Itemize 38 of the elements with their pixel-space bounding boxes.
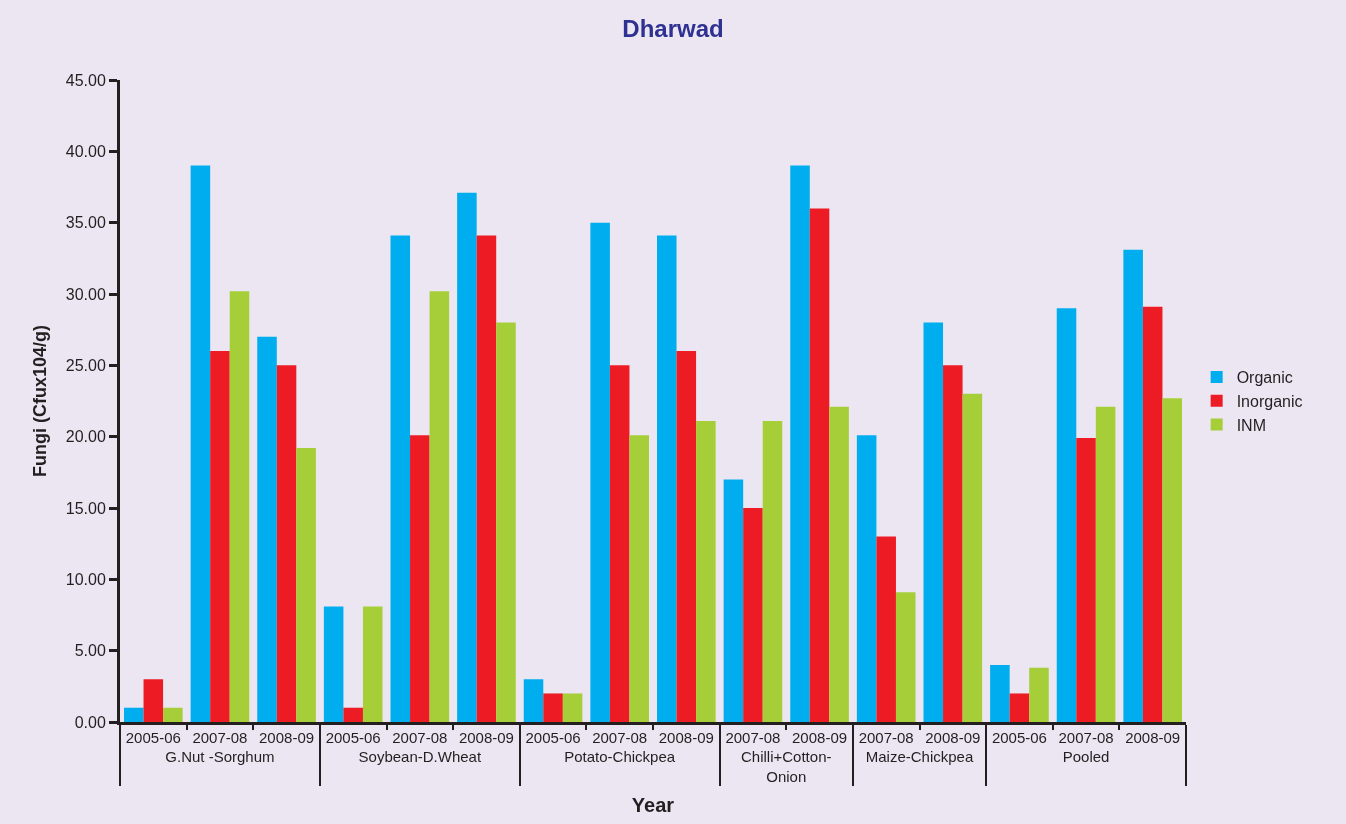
category-label: 2007-08 [858,729,914,746]
category-label: 2005-06 [991,729,1047,746]
category-label: Chilli+Cotton- Onion [741,748,832,785]
category-label: 2007-08 [192,729,248,746]
category-label: Soybean-D.Wheat [358,748,482,765]
legend-label: Inorganic [1236,392,1303,410]
category-label: 2008-09 [1125,729,1181,746]
category-label: Potato-Chickpea [564,748,676,765]
category-label: 2005-06 [125,729,181,746]
legend-label: Organic [1236,369,1293,387]
category-label: 2007-08 [392,729,448,746]
category-label: G.Nut -Sorghum [165,748,275,765]
y-tick-label: 10.00 [65,570,106,588]
x-axis-title: Year [631,794,675,816]
y-tick-label: 15.00 [65,499,106,517]
y-tick-label: 40.00 [65,142,106,160]
category-label: 2008-09 [658,729,714,746]
category-label: 2008-09 [792,729,848,746]
category-label: 2008-09 [259,729,315,746]
chart-title: Dharwad [622,15,724,43]
legend-label: INM [1236,416,1266,434]
category-label: Pooled [1062,748,1110,765]
category-label: 2007-08 [592,729,648,746]
y-axis-title: Fungi (Cfux104/g) [29,325,50,477]
y-tick-label: 45.00 [65,71,106,89]
y-tick-label: 25.00 [65,356,106,374]
category-label: 2008-09 [458,729,514,746]
category-label: Maize-Chickpea [865,748,974,765]
y-tick-label: 0.00 [74,713,106,731]
y-tick-label: 20.00 [65,428,106,446]
category-label: 2008-09 [925,729,981,746]
category-label: 2005-06 [525,729,581,746]
category-label: 2007-08 [1058,729,1114,746]
y-tick-label: 35.00 [65,214,106,232]
category-label: 2007-08 [725,729,781,746]
category-label: 2005-06 [325,729,381,746]
y-tick-label: 30.00 [65,285,106,303]
y-tick-label: 5.00 [74,642,106,660]
